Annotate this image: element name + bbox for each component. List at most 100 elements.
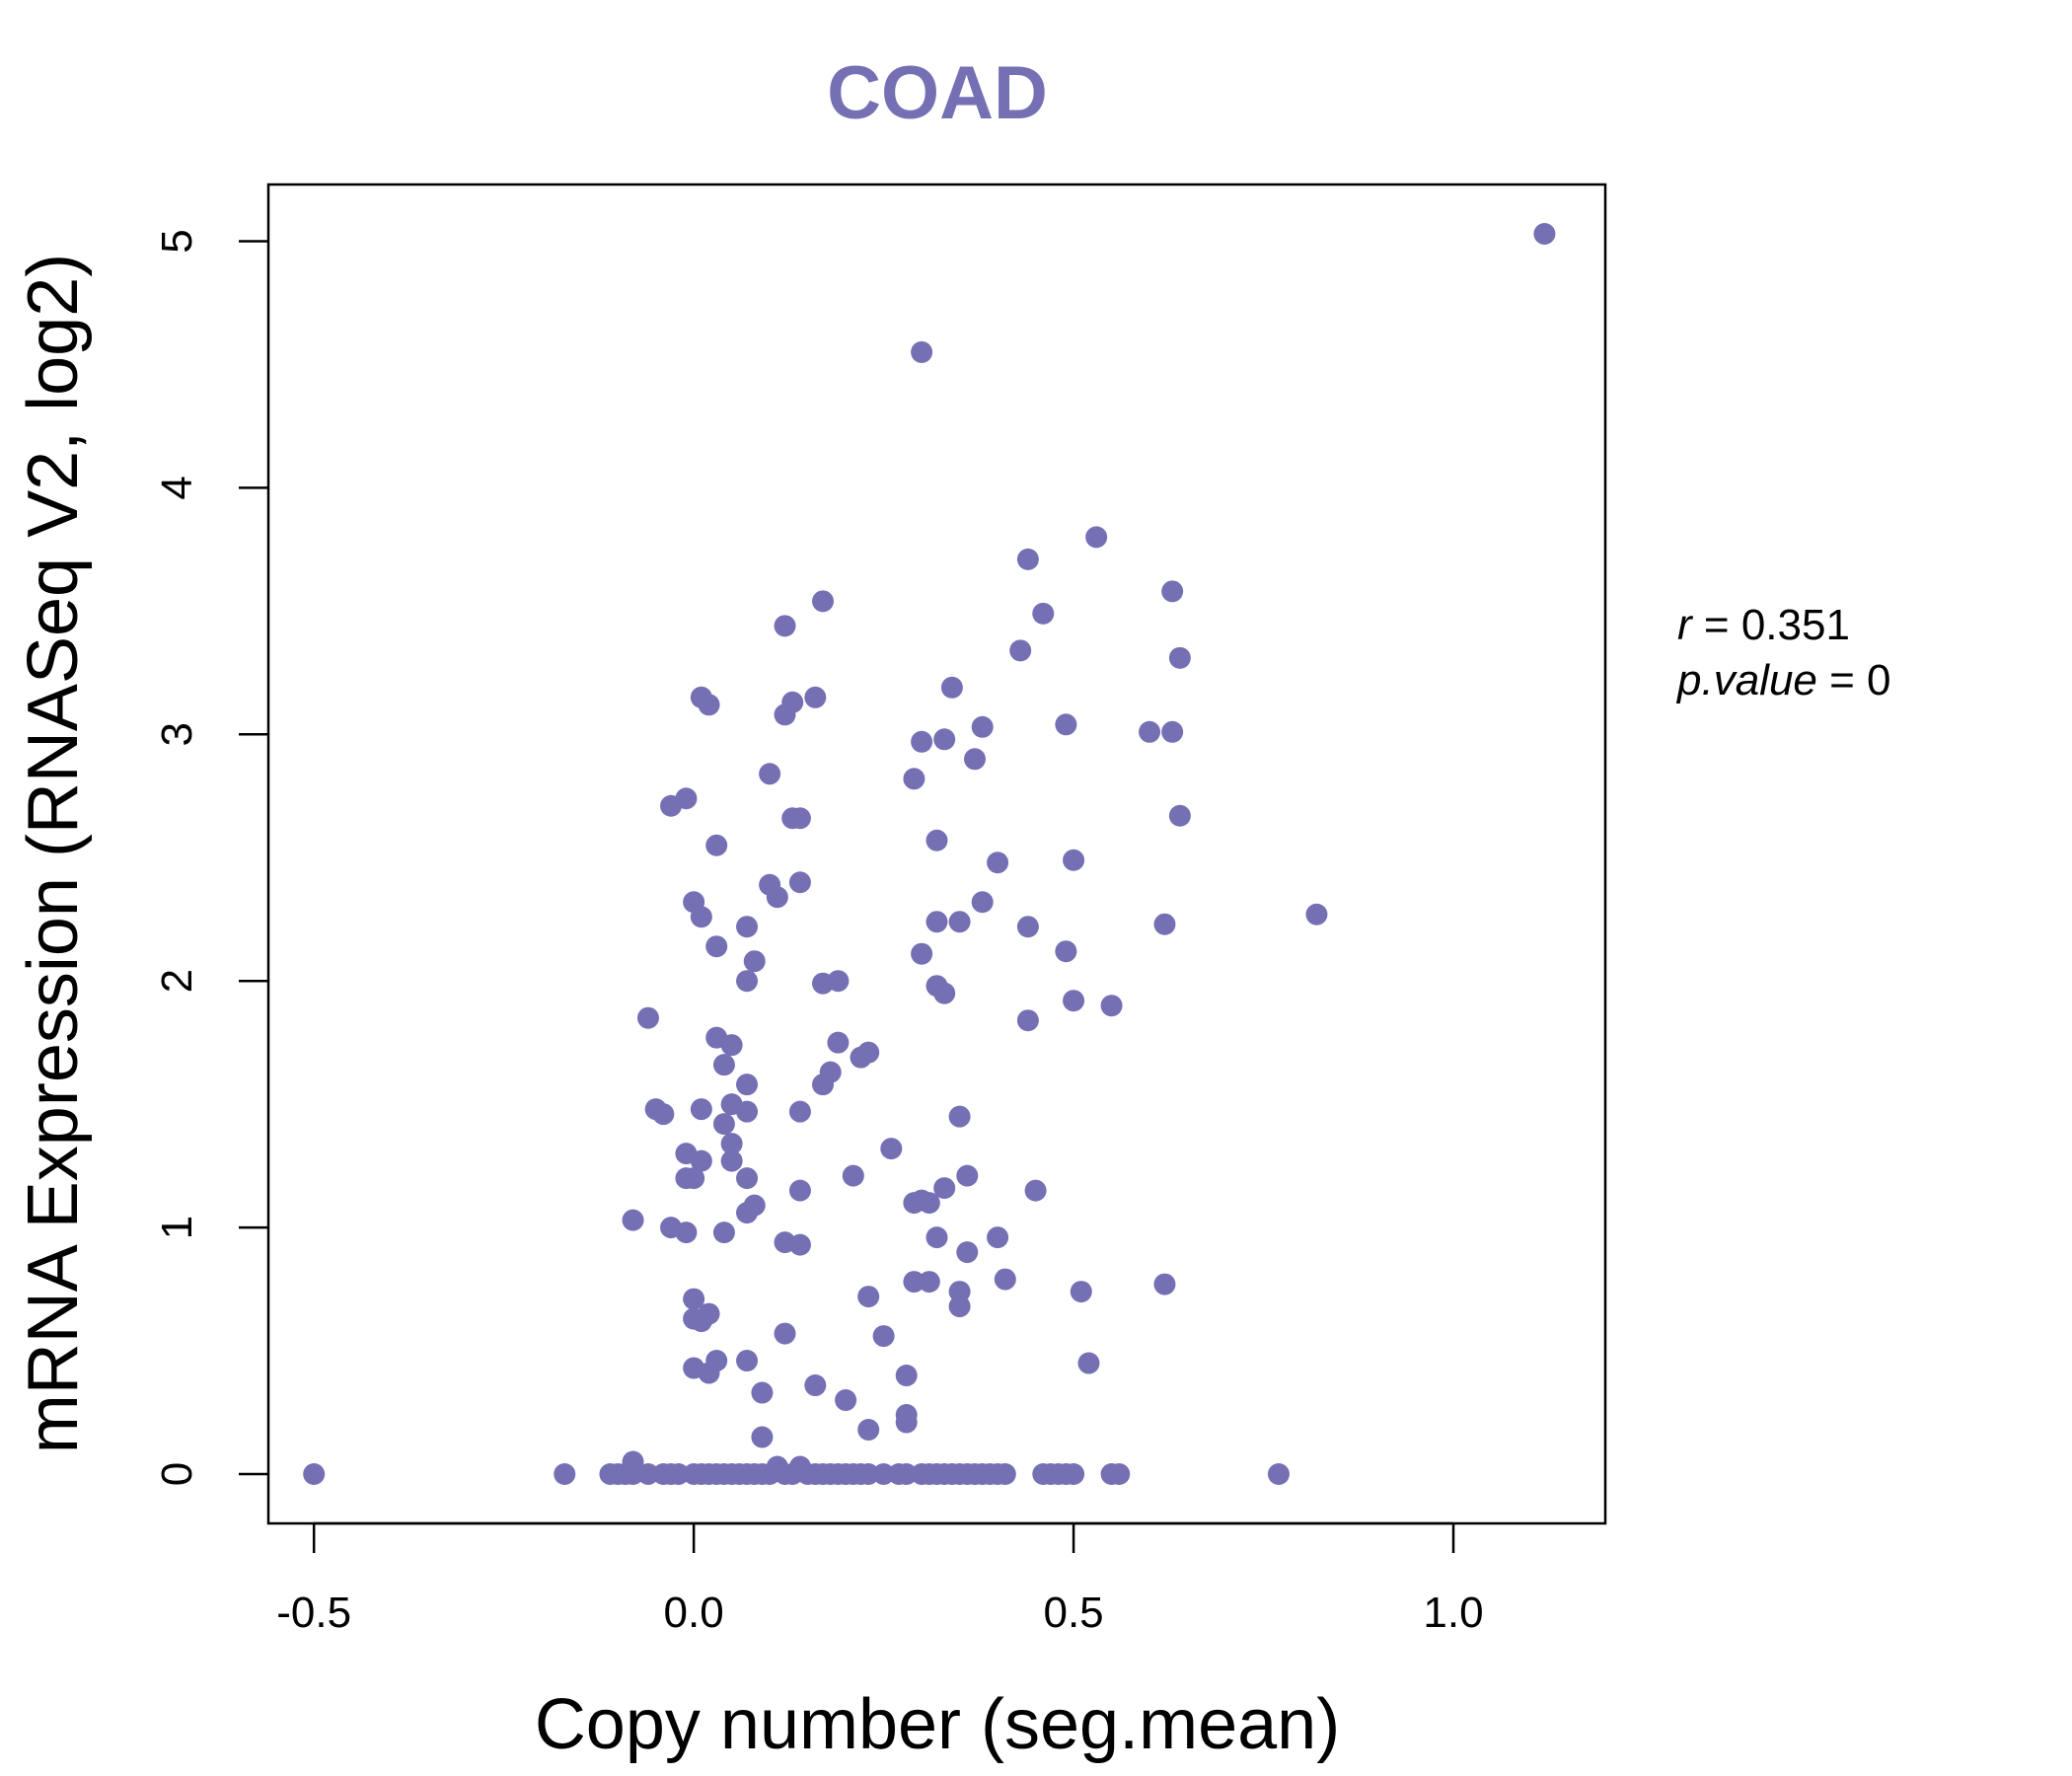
data-point — [1016, 548, 1039, 570]
data-point — [1139, 720, 1161, 743]
data-point — [675, 1221, 698, 1244]
data-point — [766, 886, 788, 909]
data-point — [1153, 913, 1176, 935]
data-point — [1009, 639, 1032, 662]
data-point — [812, 1073, 835, 1096]
data-point — [636, 1463, 659, 1486]
data-point — [774, 615, 796, 637]
data-point — [994, 1268, 1016, 1291]
data-point — [880, 1138, 903, 1160]
data-point — [712, 1221, 735, 1244]
data-point — [1016, 916, 1039, 938]
data-point — [1077, 1352, 1100, 1374]
data-point — [1063, 849, 1085, 871]
x-tick-label: -0.5 — [276, 1589, 351, 1637]
data-point — [720, 1149, 743, 1172]
data-point — [1055, 713, 1077, 736]
data-point — [933, 728, 956, 751]
data-point — [872, 1463, 895, 1486]
data-point — [895, 1411, 918, 1434]
y-axis: 0 1 2 3 4 5 — [153, 229, 268, 1486]
r-equals: = — [1692, 601, 1741, 649]
data-point — [743, 1194, 766, 1217]
data-point — [933, 982, 956, 1004]
data-point — [827, 1031, 850, 1054]
data-point — [857, 1041, 880, 1064]
data-point — [842, 1164, 864, 1187]
stats-annotation: r = 0.351 p.value = 0 — [1675, 601, 1891, 704]
data-point — [660, 794, 683, 817]
plot-frame — [266, 183, 1607, 1525]
p-stat: p.value = 0 — [1675, 656, 1891, 704]
data-point — [940, 676, 963, 699]
data-point — [690, 1098, 712, 1121]
y-tick-label: 5 — [153, 229, 201, 253]
data-point — [971, 715, 994, 738]
data-points — [303, 222, 1556, 1486]
data-point — [1533, 222, 1556, 245]
data-point — [1070, 1281, 1092, 1303]
data-point — [1063, 1463, 1085, 1486]
data-point — [827, 970, 850, 993]
data-point — [698, 694, 720, 716]
data-point — [743, 950, 766, 973]
data-point — [636, 1006, 659, 1029]
data-point — [911, 340, 933, 363]
data-point — [911, 942, 933, 965]
data-point — [712, 1113, 735, 1136]
data-point — [1153, 1273, 1176, 1295]
data-point — [690, 1149, 712, 1172]
data-point — [956, 1241, 979, 1264]
data-point — [1063, 990, 1085, 1012]
data-point — [1161, 580, 1184, 603]
data-point — [918, 1271, 940, 1294]
data-point — [1108, 1463, 1131, 1486]
y-tick-label: 4 — [153, 476, 201, 499]
data-point — [804, 686, 827, 708]
data-point — [903, 768, 925, 790]
data-point — [925, 829, 948, 851]
data-point — [895, 1463, 918, 1486]
data-point — [788, 1179, 811, 1202]
data-point — [712, 1054, 735, 1076]
y-tick-label: 0 — [153, 1462, 201, 1486]
data-point — [918, 1192, 940, 1215]
data-point — [1267, 1463, 1290, 1486]
data-point — [751, 1381, 774, 1404]
p-value: 0 — [1867, 656, 1890, 704]
y-tick-label: 1 — [153, 1216, 201, 1239]
data-point — [835, 1389, 857, 1412]
data-point — [751, 1426, 774, 1448]
data-point — [720, 1133, 743, 1155]
data-point — [788, 807, 811, 830]
data-point — [903, 1271, 925, 1294]
x-tick-label: 0.0 — [664, 1589, 724, 1637]
data-point — [1032, 602, 1055, 625]
r-value: 0.351 — [1741, 601, 1850, 649]
data-point — [994, 1463, 1016, 1486]
y-tick-label: 3 — [153, 722, 201, 746]
data-point — [788, 1100, 811, 1123]
data-point — [759, 763, 781, 785]
data-point — [1100, 995, 1123, 1017]
data-point — [788, 871, 811, 894]
data-point — [736, 1073, 759, 1096]
data-point — [705, 935, 728, 958]
data-point — [925, 911, 948, 933]
data-point — [857, 1463, 880, 1486]
data-point — [948, 1295, 971, 1318]
data-point — [1055, 940, 1077, 963]
p-equals: = — [1817, 656, 1867, 704]
data-point — [554, 1463, 576, 1486]
x-tick-label: 0.5 — [1043, 1589, 1103, 1637]
data-point — [911, 730, 933, 753]
data-point — [1161, 720, 1184, 743]
data-point — [1168, 804, 1191, 827]
data-point — [1168, 646, 1191, 669]
data-point — [774, 1322, 796, 1345]
data-point — [698, 1302, 720, 1325]
data-point — [667, 1463, 690, 1486]
x-tick-label: 1.0 — [1423, 1589, 1483, 1637]
data-point — [652, 1103, 675, 1126]
